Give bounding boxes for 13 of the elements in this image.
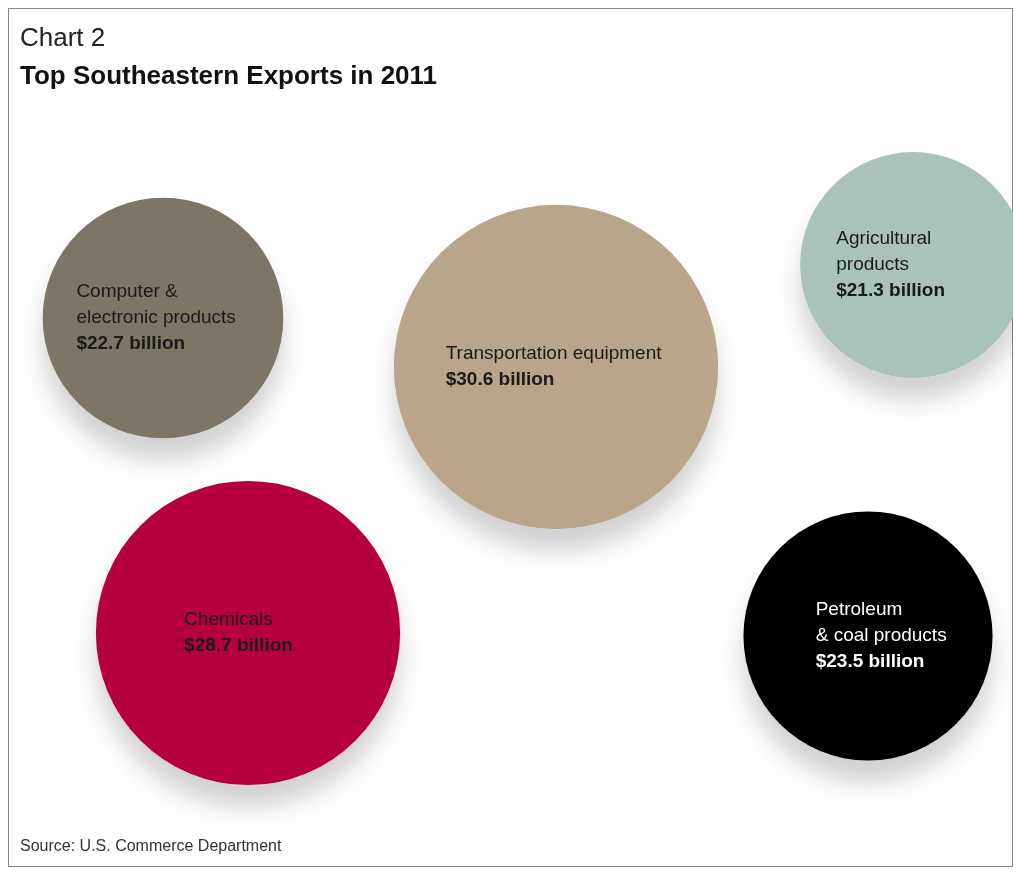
data-label: $28.7 billion: [184, 634, 293, 655]
source-note: Source: U.S. Commerce Department: [20, 837, 282, 854]
category-label: Petroleum & coal products: [815, 598, 947, 645]
text: Chart 2: [20, 22, 106, 52]
category-label: Chemicals: [184, 608, 273, 629]
data-label: $23.5 billion: [815, 650, 925, 671]
data-label: $21.3 billion: [836, 279, 945, 300]
category-label: Transportation equipment: [445, 342, 663, 363]
category-label: Agricultural products: [836, 227, 932, 274]
data-label: $22.7 billion: [76, 332, 186, 353]
text: Top Southeastern Exports in 2011: [20, 60, 438, 90]
category-label: Computer & electronic products: [76, 280, 236, 327]
data-label: $30.6 billion: [445, 368, 555, 389]
